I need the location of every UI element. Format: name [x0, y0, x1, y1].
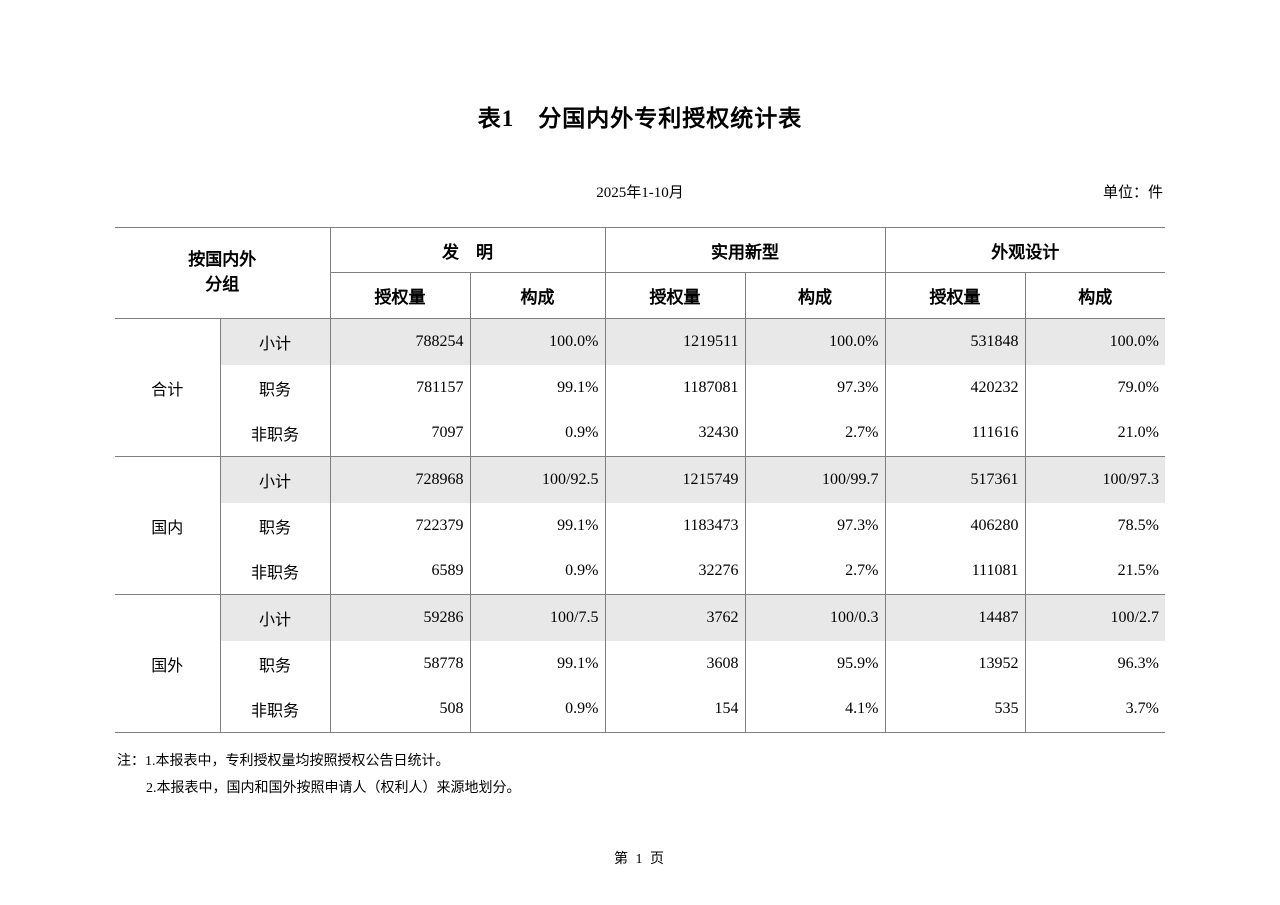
period-label: 2025年1-10月: [596, 185, 684, 201]
data-cell: 0.9%: [470, 410, 606, 457]
data-cell: 100.0%: [745, 318, 886, 365]
data-cell: 100.0%: [470, 318, 606, 365]
data-cell: 781157: [330, 364, 471, 411]
table-row: 职务 58778 99.1% 3608 95.9% 13952 96.3%: [115, 640, 1165, 687]
table-row: 合计 小计 788254 100.0% 1219511 100.0% 53184…: [115, 318, 1165, 457]
data-cell: 32276: [605, 548, 746, 595]
data-cell: 4.1%: [745, 686, 886, 733]
page-number: 第 1 页: [614, 852, 666, 867]
data-cell: 100/97.3: [1025, 456, 1165, 503]
colgroup-design: 外观设计: [885, 227, 1165, 273]
group-label-domestic: 国内: [115, 456, 221, 595]
data-cell: 100/0.3: [745, 594, 886, 641]
data-cell: 99.1%: [470, 364, 606, 411]
subheader-grant-count: 授权量: [885, 272, 1026, 319]
data-cell: 100/7.5: [470, 594, 606, 641]
data-cell: 79.0%: [1117, 378, 1159, 396]
subheader-grant-count: 授权量: [330, 272, 471, 319]
patent-grant-table-wrap: 按国内外 分组 发 明 实用新型 外观设计 授权量 构成 授权量 构成 授权量 …: [115, 227, 1165, 733]
data-cell: 3.7%: [1025, 686, 1165, 733]
data-cell: 722379: [330, 502, 471, 549]
header-span-row: 按国内外 分组 发 明 实用新型 外观设计: [115, 227, 1165, 319]
meta-row: 2025年1-10月 单位：件: [115, 181, 1165, 203]
data-cell: 58778: [330, 640, 471, 687]
data-cell: 2.7%: [745, 410, 886, 457]
data-cell: 97.3%: [745, 502, 886, 549]
data-cell: 420232: [885, 364, 1026, 411]
data-cell: 788254: [330, 318, 471, 365]
data-cell: 111616: [885, 410, 1026, 457]
data-cell: 78.5%: [1117, 516, 1159, 534]
data-cell: 531848: [885, 318, 1026, 365]
data-cell: 7097: [330, 410, 471, 457]
data-cell: 100/2.7: [1025, 594, 1165, 641]
table-row: 职务 781157 99.1% 1187081 97.3% 420232 79.…: [115, 364, 1165, 411]
group-label-foreign: 国外: [115, 594, 221, 733]
patent-grant-table: 按国内外 分组 发 明 实用新型 外观设计 授权量 构成 授权量 构成 授权量 …: [115, 227, 1165, 733]
colgroup-utility-model: 实用新型: [605, 227, 886, 273]
data-cell: 13952: [885, 640, 1026, 687]
data-cell: 728968: [330, 456, 471, 503]
row-label: 非职务: [220, 686, 331, 733]
data-cell: 154: [605, 686, 746, 733]
subheader-grant-count: 授权量: [605, 272, 746, 319]
data-cell: 99.1%: [470, 640, 606, 687]
row-label: 职务: [220, 640, 331, 687]
data-cell: 97.3%: [745, 364, 886, 411]
subheader-composition: 构成: [1025, 272, 1165, 319]
table-row: 国内 小计 728968 100/92.5 1215749 100/99.7 5…: [115, 456, 1165, 595]
data-cell: 1183473: [605, 502, 746, 549]
note-line: 注：1.本报表中，专利授权量均按照授权公告日统计。: [117, 754, 450, 769]
data-cell: 2.7%: [745, 548, 886, 595]
subheader-composition: 构成: [745, 272, 886, 319]
data-cell: 32430: [605, 410, 746, 457]
row-label: 非职务: [220, 548, 331, 595]
data-cell: 99.1%: [470, 502, 606, 549]
data-cell: 508: [330, 686, 471, 733]
data-cell: 100.0%: [1025, 318, 1165, 365]
table-row: 国外 小计 59286 100/7.5 3762 100/0.3 14487 1…: [115, 594, 1165, 733]
table-row: 非职务 6589 0.9% 32276 2.7% 111081 21.5%: [115, 548, 1165, 595]
corner-header: 按国内外 分组: [115, 227, 331, 319]
data-cell: 96.3%: [1117, 654, 1159, 672]
data-cell: 0.9%: [470, 686, 606, 733]
table-row: 非职务 7097 0.9% 32430 2.7% 111616 21.0%: [115, 410, 1165, 457]
row-label: 职务: [220, 502, 331, 549]
data-cell: 100/99.7: [745, 456, 886, 503]
data-cell: 6589: [330, 548, 471, 595]
data-cell: 111081: [885, 548, 1026, 595]
data-cell: 95.9%: [745, 640, 886, 687]
page-title: 表1 分国内外专利授权统计表: [477, 106, 803, 131]
subheader-composition: 构成: [470, 272, 606, 319]
row-label: 职务: [220, 364, 331, 411]
data-cell: 1219511: [605, 318, 746, 365]
row-label: 小计: [220, 318, 331, 365]
table-notes: 注：1.本报表中，专利授权量均按照授权公告日统计。 2.本报表中，国内和国外按照…: [117, 748, 521, 802]
row-label: 小计: [220, 594, 331, 641]
data-cell: 0.9%: [470, 548, 606, 595]
group-label-total: 合计: [115, 318, 221, 457]
data-cell: 3608: [605, 640, 746, 687]
data-cell: 21.5%: [1025, 548, 1165, 595]
row-label: 非职务: [220, 410, 331, 457]
data-cell: 535: [885, 686, 1026, 733]
data-cell: 21.0%: [1025, 410, 1165, 457]
data-cell: 1187081: [605, 364, 746, 411]
data-cell: 406280: [885, 502, 1026, 549]
note-line: 2.本报表中，国内和国外按照申请人（权利人）来源地划分。: [146, 781, 521, 796]
table-row: 职务 722379 99.1% 1183473 97.3% 406280 78.…: [115, 502, 1165, 549]
data-cell: 1215749: [605, 456, 746, 503]
unit-label: 单位：件: [1102, 185, 1163, 201]
data-cell: 14487: [885, 594, 1026, 641]
data-cell: 100/92.5: [470, 456, 606, 503]
header-sub-row: 授权量 构成 授权量 构成 授权量 构成: [115, 272, 1165, 319]
row-label: 小计: [220, 456, 331, 503]
data-cell: 3762: [605, 594, 746, 641]
data-cell: 59286: [330, 594, 471, 641]
data-cell: 517361: [885, 456, 1026, 503]
colgroup-invention: 发 明: [330, 227, 606, 273]
table-row: 非职务 508 0.9% 154 4.1% 535 3.7%: [115, 686, 1165, 733]
